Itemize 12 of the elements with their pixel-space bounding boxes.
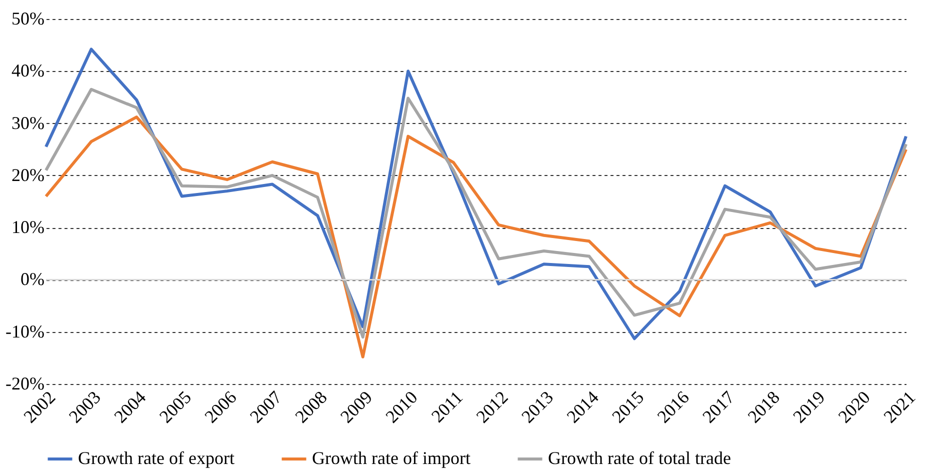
y-tick-label: 10% xyxy=(12,217,44,238)
y-tick-label: 20% xyxy=(12,164,44,185)
y-tick-label: 40% xyxy=(12,60,44,81)
legend-label: Growth rate of export xyxy=(78,448,234,468)
y-tick-label: -10% xyxy=(6,321,44,342)
legend-label: Growth rate of total trade xyxy=(548,448,731,468)
y-tick-label: 30% xyxy=(12,112,44,133)
legend-label: Growth rate of import xyxy=(312,448,470,468)
y-tick-label: -20% xyxy=(6,374,44,394)
y-tick-label: 50% xyxy=(12,8,44,28)
y-tick-label: 0% xyxy=(20,269,44,290)
x-tick-label: 2011 xyxy=(427,387,467,426)
